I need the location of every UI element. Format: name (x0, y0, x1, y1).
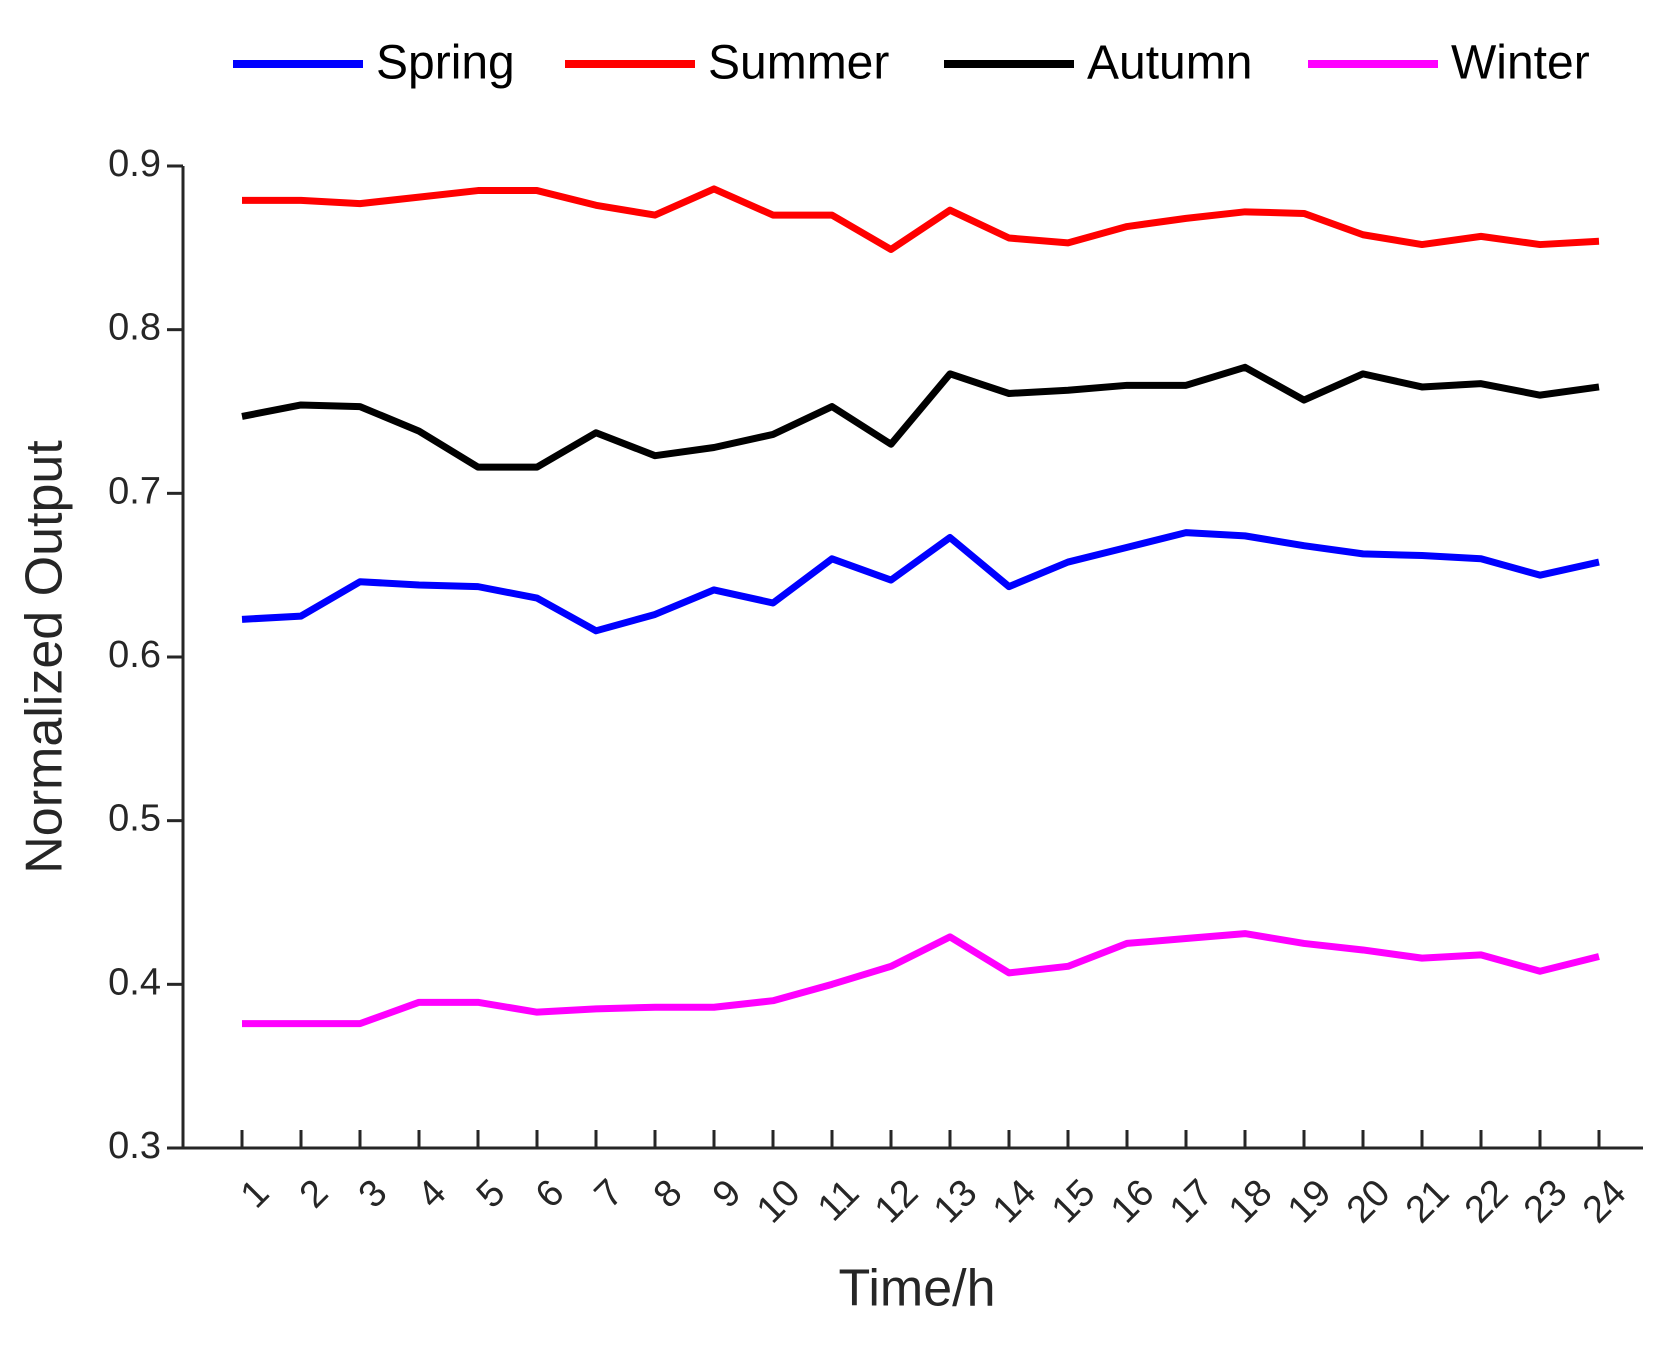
x-tick-label: 4 (410, 1172, 455, 1217)
x-tick-label: 13 (926, 1172, 986, 1232)
x-tick-label: 2 (292, 1172, 337, 1217)
legend-label: Summer (708, 37, 889, 90)
y-tick-label: 0.8 (108, 307, 161, 349)
x-tick-label: 19 (1280, 1172, 1340, 1232)
x-tick-label: 17 (1162, 1172, 1222, 1232)
x-tick-label: 7 (587, 1172, 632, 1217)
x-tick-label: 3 (351, 1172, 396, 1217)
series-line (242, 185, 1600, 253)
x-tick-label: 10 (749, 1172, 809, 1232)
x-tick-label: 15 (1044, 1172, 1104, 1232)
series-line (241, 529, 1600, 635)
x-tick-label: 1 (233, 1172, 278, 1217)
x-tick-label: 6 (528, 1172, 573, 1217)
x-tick-label: 12 (867, 1172, 927, 1232)
x-tick-label: 16 (1103, 1172, 1163, 1232)
x-tick-label: 20 (1339, 1172, 1399, 1232)
y-tick-label: 0.7 (108, 470, 161, 512)
y-axis-label: Normalized Output (16, 440, 74, 874)
x-tick-label: 5 (469, 1172, 514, 1217)
series-line (241, 363, 1600, 471)
x-tick-label: 11 (810, 1172, 868, 1230)
series-line (242, 930, 1600, 1028)
x-tick-label: 14 (985, 1172, 1045, 1232)
x-tick-label: 23 (1516, 1172, 1576, 1232)
legend-label: Autumn (1087, 37, 1252, 90)
x-tick-label: 22 (1457, 1172, 1517, 1232)
x-tick-label: 24 (1575, 1172, 1635, 1232)
x-tick-label: 21 (1398, 1172, 1458, 1232)
x-tick-label: 8 (646, 1172, 691, 1217)
y-tick-label: 0.9 (108, 143, 161, 185)
y-tick-label: 0.4 (108, 961, 161, 1003)
y-tick-label: 0.5 (108, 798, 161, 840)
legend-label: Spring (376, 37, 515, 90)
x-tick-label: 18 (1221, 1172, 1281, 1232)
legend-label: Winter (1451, 37, 1590, 90)
y-tick-label: 0.3 (108, 1125, 161, 1167)
x-tick-label: 9 (705, 1172, 750, 1217)
x-axis-label: Time/h (839, 1260, 996, 1318)
y-tick-label: 0.6 (108, 634, 161, 676)
